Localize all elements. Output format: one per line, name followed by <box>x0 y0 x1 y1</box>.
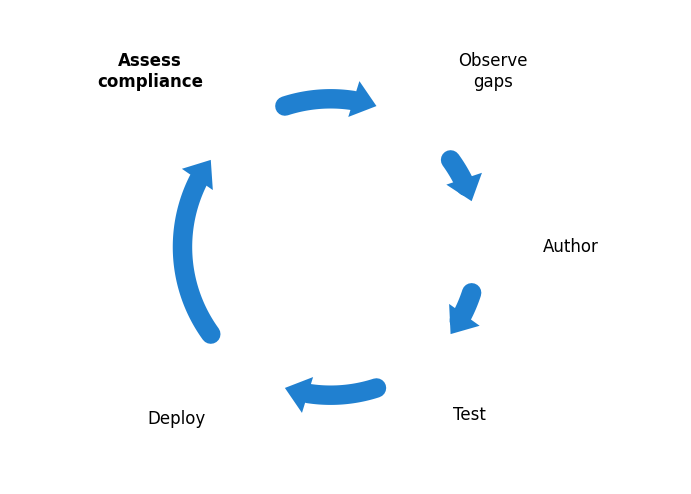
Polygon shape <box>182 160 213 190</box>
Polygon shape <box>285 377 313 413</box>
Text: Deploy: Deploy <box>148 410 206 428</box>
Text: Assess
compliance: Assess compliance <box>97 52 203 90</box>
Text: Test: Test <box>453 406 486 424</box>
Polygon shape <box>348 81 377 117</box>
Text: Observe
gaps: Observe gaps <box>458 52 528 90</box>
Polygon shape <box>446 173 482 201</box>
Polygon shape <box>449 304 480 334</box>
Text: Author: Author <box>543 238 599 256</box>
